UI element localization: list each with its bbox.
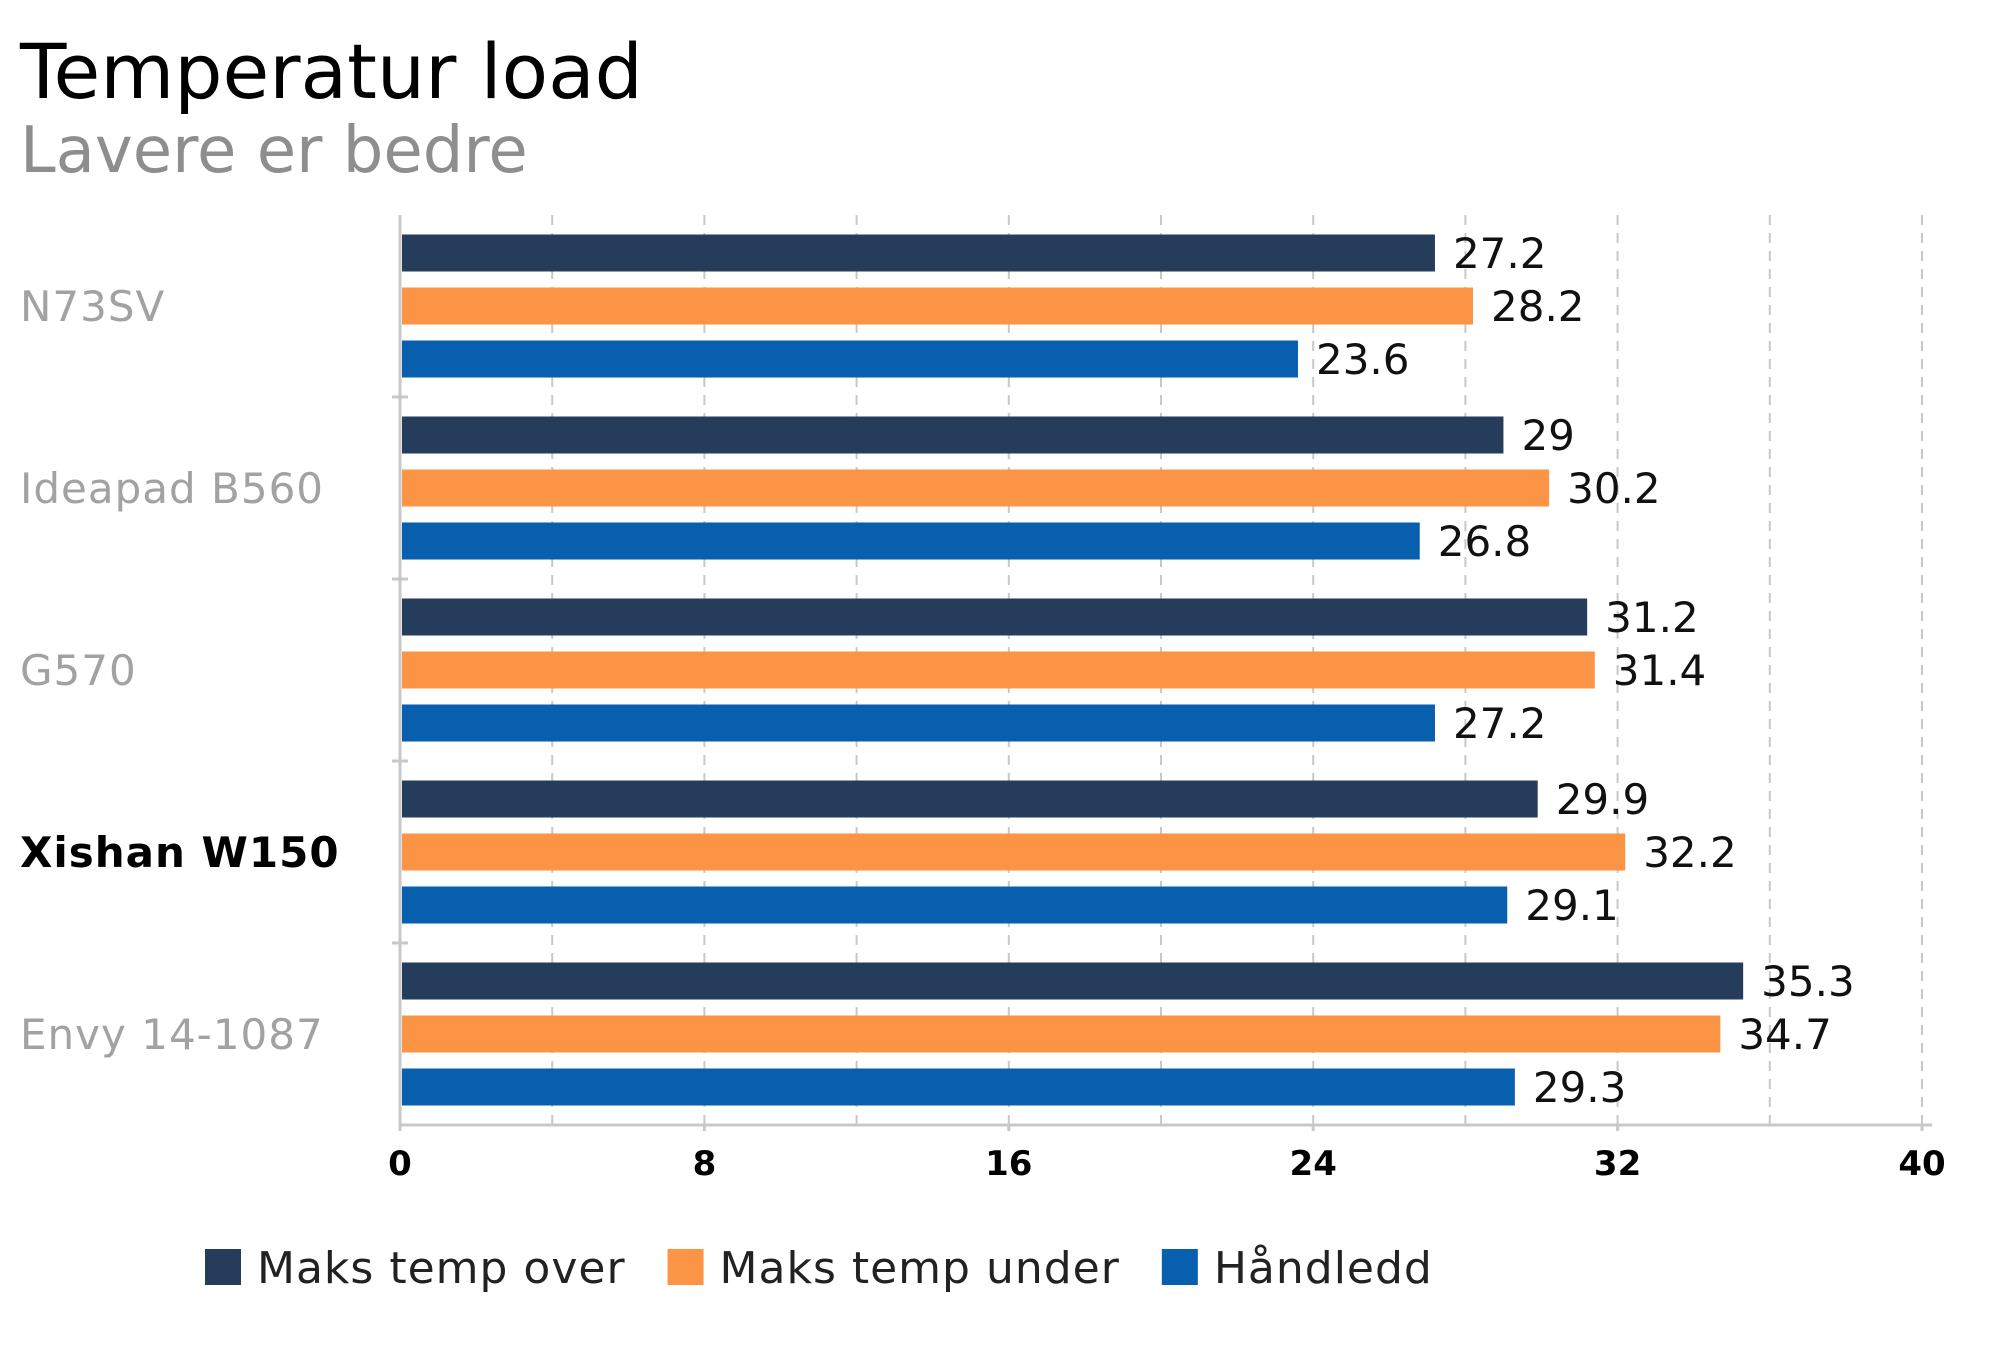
data-label: 26.8 [1438,517,1532,566]
legend: Maks temp over Maks temp under Håndledd [205,1243,1433,1294]
data-label: 28.2 [1491,282,1585,331]
x-tick-label: 16 [985,1144,1032,1184]
x-tick-label: 24 [1290,1144,1337,1184]
x-tick-label: 40 [1898,1144,1945,1184]
data-label: 27.2 [1453,229,1547,278]
bar [402,340,1298,378]
legend-label: Håndledd [1214,1243,1433,1294]
bar [402,287,1474,325]
data-label: 29 [1521,411,1574,460]
bar [402,780,1538,818]
category-label: N73SV [20,282,165,331]
bar [402,1068,1515,1106]
legend-swatch [667,1249,704,1285]
data-label: 30.2 [1567,464,1661,513]
x-tick-label: 32 [1594,1144,1641,1184]
data-label: 23.6 [1316,335,1410,384]
chart-title: Temperatur load [19,27,643,116]
legend-swatch [1161,1249,1198,1285]
bar [402,704,1435,742]
bar [402,962,1744,1000]
data-label: 31.2 [1605,593,1699,642]
x-tick-label: 8 [693,1144,717,1184]
bar [402,833,1626,871]
data-label: 31.4 [1613,646,1707,695]
bar [402,598,1588,636]
data-label: 29.9 [1556,775,1650,824]
bar [402,522,1420,560]
data-label: 32.2 [1643,828,1737,877]
x-tick-label: 0 [388,1144,412,1184]
bar [402,1015,1721,1053]
category-label: Xishan W150 [20,828,340,877]
bars-layer: 27.228.223.62930.226.831.231.427.229.932… [402,229,1855,1112]
category-label: Envy 14-1087 [20,1010,324,1059]
legend-label: Maks temp over [257,1243,626,1294]
data-label: 35.3 [1761,957,1855,1006]
bar [402,886,1508,924]
data-label: 27.2 [1453,699,1547,748]
bar [402,651,1595,689]
data-label: 29.1 [1525,881,1619,930]
category-label: Ideapad B560 [20,464,324,513]
category-label: G570 [20,646,137,695]
bar [402,234,1435,272]
data-label: 34.7 [1738,1010,1832,1059]
legend-label: Maks temp under [720,1243,1120,1294]
chart-subtitle: Lavere er bedre [20,114,528,188]
bar [402,469,1550,507]
axis-layer: 0 8 16 24 32 40 N73SV Ideapad B560 G570 Xishan W1… [20,215,1946,1184]
bar [402,416,1504,454]
legend-swatch [205,1249,241,1285]
data-label: 29.3 [1533,1063,1627,1112]
